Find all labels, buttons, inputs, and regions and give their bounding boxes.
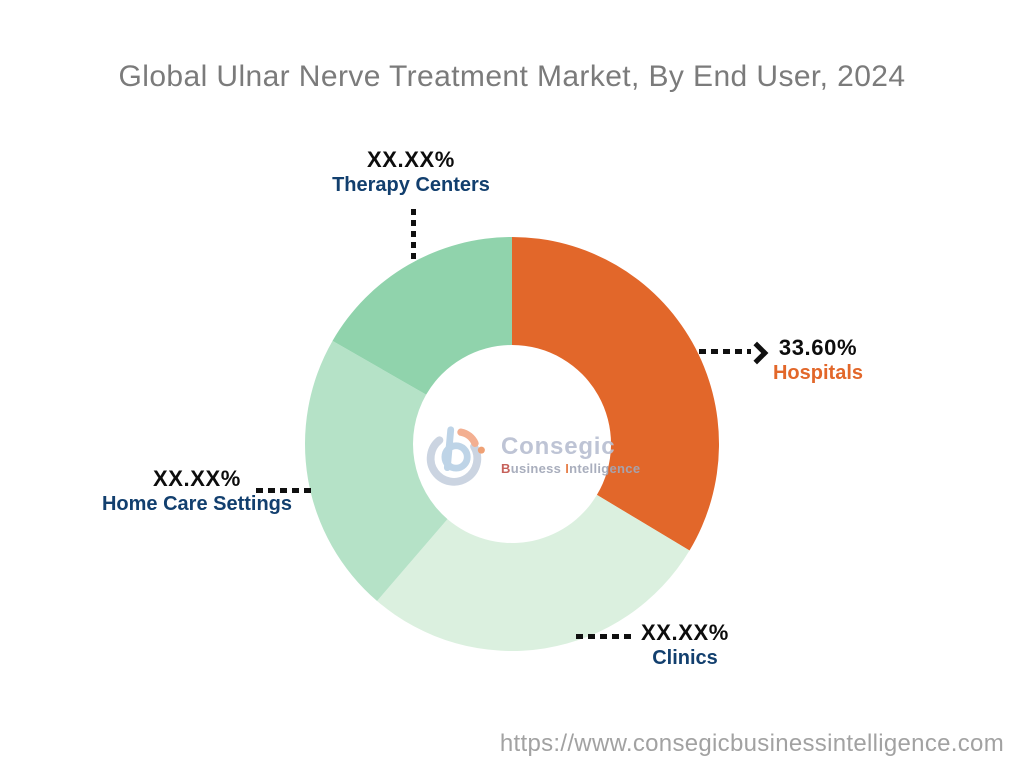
hospitals-value: 33.60% xyxy=(778,335,858,360)
logo-letter-b-bowl xyxy=(441,442,471,472)
logo-tagline-rest1: usiness xyxy=(510,460,562,476)
logo-name: Consegic xyxy=(501,432,616,460)
dotted-connector-therapy-centers xyxy=(411,209,416,259)
chart-title: Global Ulnar Nerve Treatment Market, By … xyxy=(118,60,906,93)
logo-tagline-rest2: ntelligence xyxy=(569,460,641,476)
hospitals-label: Hospitals xyxy=(772,362,864,385)
donut-chart xyxy=(305,237,720,652)
consegic-logo: Consegic Business Intelligence xyxy=(424,420,640,490)
logo-arc-c xyxy=(426,436,482,486)
therapy-centers-label: Therapy Centers xyxy=(332,174,490,197)
logo-orange-arc xyxy=(457,428,479,447)
dotted-connector-home-care-settings xyxy=(256,488,311,493)
donut-segment-therapy-centers xyxy=(332,237,512,395)
callout-clinics: XX.XX% Clinics xyxy=(617,620,753,670)
clinics-label: Clinics xyxy=(652,647,718,670)
donut-segment-hospitals xyxy=(512,237,720,551)
therapy-centers-value: XX.XX% xyxy=(367,147,455,172)
callout-hospitals: 33.60% Hospitals xyxy=(763,335,873,385)
logo-orange-dot xyxy=(477,446,485,454)
callout-home-care-settings: XX.XX% Home Care Settings xyxy=(88,466,306,516)
logo-tagline-b: B xyxy=(501,460,511,476)
donut-segment-home-care-settings xyxy=(305,340,448,601)
donut-segment-clinics xyxy=(377,494,690,652)
consegic-logo-icon xyxy=(426,426,485,486)
dotted-connector-hospitals xyxy=(699,349,751,354)
logo-text: Consegic Business Intelligence xyxy=(501,432,640,476)
logo-tagline-i: I xyxy=(565,460,570,476)
callout-therapy-centers: XX.XX% Therapy Centers xyxy=(299,147,523,197)
home-care-settings-label: Home Care Settings xyxy=(101,493,293,516)
home-care-settings-value: XX.XX% xyxy=(153,466,241,491)
logo-tagline: Business Intelligence xyxy=(501,461,640,476)
dotted-connector-clinics xyxy=(576,634,631,639)
clinics-value: XX.XX% xyxy=(641,620,729,645)
website-url: https://www.consegicbusinessintelligence… xyxy=(499,730,1004,757)
